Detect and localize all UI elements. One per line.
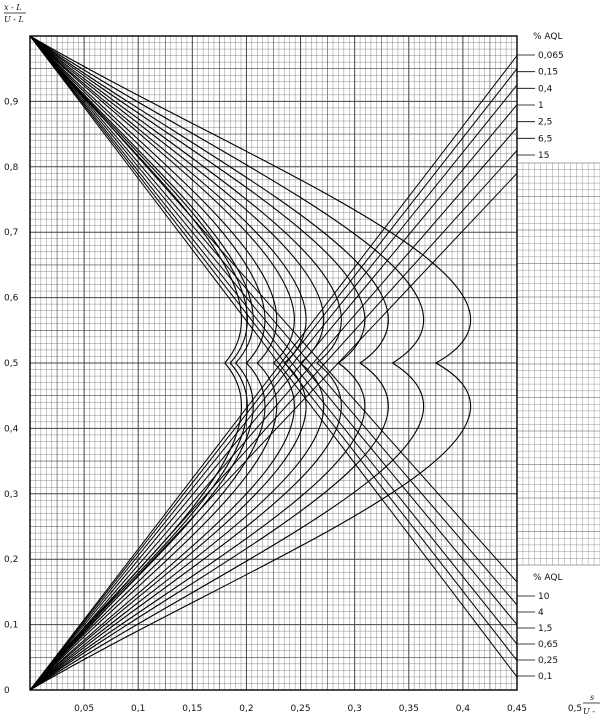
legend-entry: 2,5: [538, 118, 552, 128]
legend-entry: 10: [538, 592, 550, 602]
right-grid-panel: [516, 162, 600, 566]
legend-entry: 0,065: [538, 51, 564, 61]
aql-line-from-top-origin: [29, 35, 518, 625]
plot-frame: [29, 35, 518, 691]
aql-curve-1: [29, 35, 307, 691]
legend-entry: 4: [538, 608, 544, 618]
x-tick-label: 0,1: [131, 704, 145, 714]
aql-line-from-bottom-origin: [29, 68, 518, 691]
x-tick-label: 0,25: [291, 704, 311, 714]
y-tick-label: 0,6: [4, 294, 19, 304]
aql-line-from-top-origin: [29, 35, 518, 606]
x-tick-label: 0,15: [182, 704, 202, 714]
aql-line-from-bottom-origin: [29, 172, 518, 691]
x-tick-label: 0,4: [456, 704, 471, 714]
x-tick-label: 0,3: [348, 704, 362, 714]
y-tick-label: 0: [4, 686, 10, 696]
legend-entry: 1: [538, 101, 544, 111]
y-tick-labels: 0 0,1 0,2 0,3 0,4 0,5 0,6 0,7 0,8 0,9: [4, 97, 19, 696]
x-tick-label: 0,05: [74, 704, 94, 714]
x-tick-label: 0,2: [239, 704, 253, 714]
aql-curve-2-5: [29, 35, 342, 691]
y-tick-label: 0,8: [4, 163, 19, 173]
legend-entry: 0,15: [538, 68, 558, 78]
x-axis-label-numerator: s: [590, 693, 594, 702]
aql-curve-0-1: [29, 35, 248, 691]
x-tick-label: 0,35: [399, 704, 419, 714]
aql-curves: [29, 35, 518, 691]
legend-entry: 0,25: [538, 656, 558, 666]
legend-top-title: % AQL: [533, 32, 563, 42]
x-tick-label: 0,45: [507, 704, 527, 714]
legend-entry: 6,5: [538, 134, 552, 144]
y-tick-label: 0,4: [4, 424, 19, 434]
legend-entry: 1,5: [538, 624, 552, 634]
aql-curve-0-4: [29, 35, 278, 691]
y-tick-label: 0,9: [4, 97, 19, 107]
legend-entry: 0,65: [538, 640, 558, 650]
aql-curve-1-5: [29, 35, 325, 691]
legend-entry: 15: [538, 151, 549, 161]
aql-line-from-bottom-origin: [29, 127, 518, 691]
aql-line-from-top-origin: [29, 35, 518, 661]
y-tick-label: 0,2: [4, 555, 18, 565]
aql-curve-0-15: [29, 35, 254, 691]
legend-entry: 0,1: [538, 672, 552, 682]
y-axis-label-numerator: x - L: [4, 3, 22, 12]
aql-line-from-bottom-origin: [29, 104, 518, 691]
y-axis-label-denominator: U - L: [4, 15, 24, 24]
aql-line-from-top-origin: [29, 35, 518, 583]
aql-curve-6-5: [29, 35, 389, 691]
x-tick-label: 0,5: [568, 704, 582, 714]
y-tick-label: 0,5: [4, 359, 18, 369]
aql-line-from-bottom-origin: [29, 150, 518, 691]
aql-curve-0-65: [29, 35, 295, 691]
legend-bottom: 10 4 1,5 0,65 0,25 0,1: [517, 592, 558, 682]
aql-line-from-top-origin: [29, 35, 518, 678]
x-tick-labels: 0,05 0,1 0,15 0,2 0,25 0,3 0,35 0,4 0,45 0,5: [74, 704, 582, 714]
y-tick-label: 0,7: [4, 228, 18, 238]
legend-bottom-title: % AQL: [533, 573, 563, 583]
aql-curve-15: [29, 35, 472, 691]
aql-curve-0-25: [29, 35, 266, 691]
aql-curve-10: [29, 35, 424, 691]
aql-line-from-top-origin: [29, 35, 518, 645]
legend-top: 0,065 0,15 0,4 1 2,5 6,5 15: [517, 51, 564, 161]
legend-entry: 0,4: [538, 84, 553, 94]
x-axis-label-denominator: U -: [583, 707, 595, 716]
y-tick-label: 0,1: [4, 621, 18, 631]
aql-line-from-bottom-origin: [29, 55, 518, 691]
plot-axes: [29, 35, 518, 691]
y-tick-label: 0,3: [4, 490, 18, 500]
